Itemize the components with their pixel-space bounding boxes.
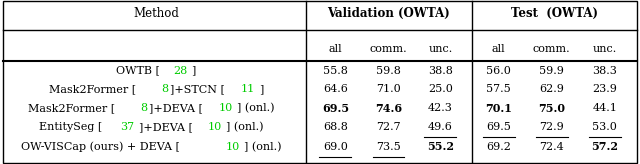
Text: comm.: comm. — [533, 44, 570, 54]
Text: Method: Method — [134, 7, 180, 20]
Text: 59.9: 59.9 — [540, 66, 564, 75]
Text: unc.: unc. — [428, 44, 452, 54]
Text: 69.5: 69.5 — [322, 103, 349, 114]
Text: Validation (OWTA): Validation (OWTA) — [328, 7, 450, 20]
Text: 74.6: 74.6 — [375, 103, 402, 114]
Text: 25.0: 25.0 — [428, 84, 452, 94]
Text: 10: 10 — [219, 103, 233, 113]
Text: 72.4: 72.4 — [540, 142, 564, 152]
Text: 37: 37 — [120, 122, 134, 132]
Text: 62.9: 62.9 — [540, 84, 564, 94]
Text: 70.1: 70.1 — [485, 103, 512, 114]
Text: 42.3: 42.3 — [428, 103, 452, 113]
Text: 8: 8 — [161, 84, 168, 94]
Text: 23.9: 23.9 — [593, 84, 617, 94]
Text: 10: 10 — [226, 142, 240, 152]
Text: 55.8: 55.8 — [323, 66, 348, 75]
Text: ] (onl.): ] (onl.) — [237, 103, 275, 113]
Text: ]: ] — [191, 66, 196, 75]
Text: ] (onl.): ] (onl.) — [227, 122, 264, 132]
Text: 72.9: 72.9 — [540, 122, 564, 132]
Text: 71.0: 71.0 — [376, 84, 401, 94]
Text: 57.5: 57.5 — [486, 84, 511, 94]
Text: ]+DEVA [: ]+DEVA [ — [150, 103, 204, 113]
Text: 73.5: 73.5 — [376, 142, 401, 152]
Text: 55.2: 55.2 — [427, 141, 454, 152]
Text: unc.: unc. — [593, 44, 617, 54]
Text: all: all — [492, 44, 506, 54]
Text: 69.2: 69.2 — [486, 142, 511, 152]
Text: ] (onl.): ] (onl.) — [244, 142, 282, 152]
Text: Mask2Former [: Mask2Former [ — [49, 84, 136, 94]
Text: 44.1: 44.1 — [593, 103, 617, 113]
Text: 28: 28 — [173, 66, 188, 75]
Text: 69.5: 69.5 — [486, 122, 511, 132]
Text: 68.8: 68.8 — [323, 122, 348, 132]
Text: 72.7: 72.7 — [376, 122, 401, 132]
Text: 11: 11 — [241, 84, 255, 94]
Text: 57.2: 57.2 — [591, 141, 618, 152]
Text: 8: 8 — [140, 103, 147, 113]
Text: Test  (OWTA): Test (OWTA) — [511, 7, 598, 20]
Text: OWTB [: OWTB [ — [116, 66, 161, 75]
Text: 56.0: 56.0 — [486, 66, 511, 75]
Text: OW-VISCap (ours) + DEVA [: OW-VISCap (ours) + DEVA [ — [21, 142, 180, 152]
Text: 38.8: 38.8 — [428, 66, 452, 75]
Text: comm.: comm. — [370, 44, 407, 54]
Text: 49.6: 49.6 — [428, 122, 452, 132]
Text: 69.0: 69.0 — [323, 142, 348, 152]
Text: ]+STCN [: ]+STCN [ — [170, 84, 225, 94]
Text: Mask2Former [: Mask2Former [ — [28, 103, 115, 113]
Text: 10: 10 — [208, 122, 222, 132]
Text: ]: ] — [259, 84, 264, 94]
Text: 75.0: 75.0 — [538, 103, 565, 114]
Text: 53.0: 53.0 — [593, 122, 617, 132]
Text: ]+DEVA [: ]+DEVA [ — [139, 122, 193, 132]
Text: all: all — [328, 44, 342, 54]
Text: 59.8: 59.8 — [376, 66, 401, 75]
Text: EntitySeg [: EntitySeg [ — [39, 122, 102, 132]
Text: 64.6: 64.6 — [323, 84, 348, 94]
Text: 38.3: 38.3 — [593, 66, 617, 75]
